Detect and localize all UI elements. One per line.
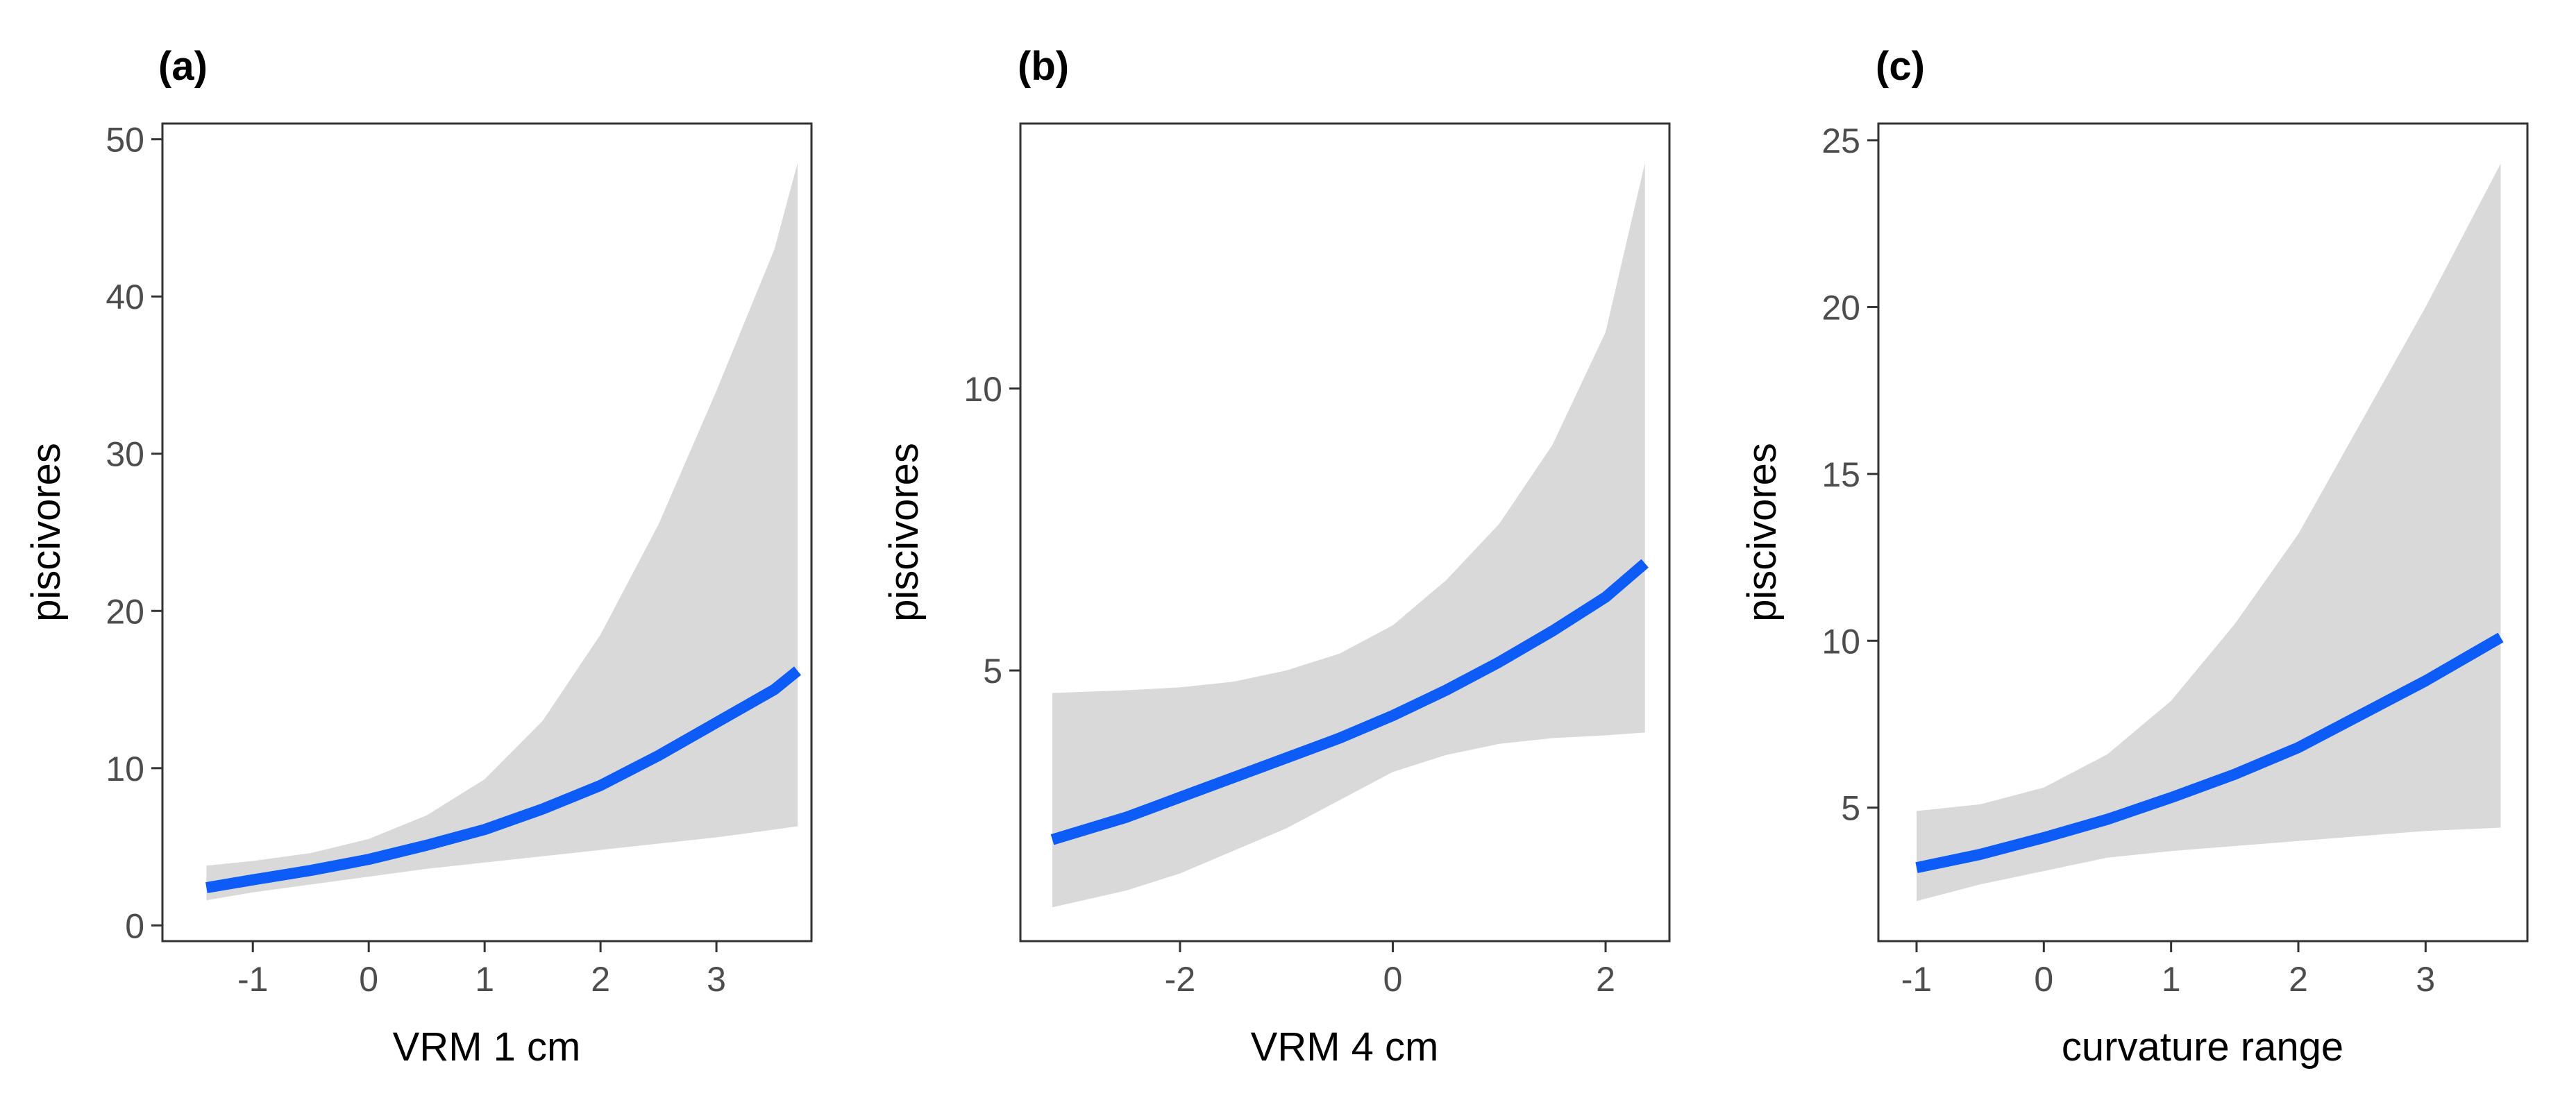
panel-a-confidence-band [206, 162, 798, 901]
panel-c-x-tick-label: 1 [2162, 960, 2181, 999]
panel-b-fit-line [1050, 559, 1649, 845]
panel-a-xlabel: VRM 1 cm [393, 1024, 581, 1070]
panel-a-y-tick-label: 30 [106, 435, 144, 474]
panel-b-ylabel: piscivores [882, 443, 927, 622]
panel-c-plot: -1 0 1 2 3 5 10 15 20 25 [1821, 121, 2504, 999]
panel-a-y-tick-label: 20 [106, 592, 144, 631]
panel-c-y-tick-label: 15 [1821, 455, 1860, 494]
panel-a-y-tick-label: 50 [106, 121, 144, 160]
panel-a-frame [161, 122, 813, 943]
panel-c-fit-line [1915, 632, 2504, 874]
panel-a-ylabel: piscivores [24, 443, 69, 622]
panel-a-y-tick-label: 0 [125, 906, 144, 945]
panel-c-x-tick-label: 3 [2416, 960, 2435, 999]
panel-b-y-tick-label: 5 [983, 652, 1002, 691]
panel-a-x-tick-label: -1 [237, 960, 268, 999]
panel-a-y-tick-label: 10 [106, 750, 144, 788]
panel-b-tag: (b) [1018, 44, 1069, 89]
panel-b-xlabel: VRM 4 cm [1251, 1024, 1439, 1070]
panel-b-plot: -2 0 2 5 10 [963, 162, 1649, 999]
panel-b-confidence-band [1052, 162, 1645, 908]
panel-c-ylabel: piscivores [1740, 443, 1785, 622]
panel-a-tag: (a) [158, 44, 208, 89]
panel-c-y-tick-label: 5 [1841, 789, 1860, 828]
panel-c: (c) -1 0 1 2 3 5 10 15 20 25 curvature range pisc… [1740, 44, 2529, 1070]
panel-c-y-tick-label: 20 [1821, 288, 1860, 327]
panel-b: (b) -2 0 2 5 10 VRM 4 cm piscivores [882, 44, 1671, 1070]
panel-b-y-tick-label: 10 [963, 370, 1002, 409]
panel-b-frame [1019, 122, 1671, 943]
panel-b-x-tick-label: 0 [1383, 960, 1403, 999]
panel-c-y-tick-label: 10 [1821, 622, 1860, 661]
panel-a-fit-line [205, 666, 802, 893]
panel-a-x-tick-label: 3 [707, 960, 726, 999]
panel-c-tag: (c) [1876, 44, 1925, 89]
panel-c-x-tick-label: 2 [2289, 960, 2308, 999]
panel-c-x-tick-label: 0 [2034, 960, 2053, 999]
panel-c-y-tick-label: 25 [1821, 121, 1860, 160]
panel-a-x-tick-label: 1 [475, 960, 494, 999]
panel-a-x-tick-label: 2 [591, 960, 610, 999]
panel-b-x-tick-label: -2 [1165, 960, 1195, 999]
panel-a-y-tick-label: 40 [106, 278, 144, 316]
panel-b-x-tick-label: 2 [1596, 960, 1615, 999]
panel-c-x-tick-label: -1 [1901, 960, 1932, 999]
panel-c-xlabel: curvature range [2062, 1024, 2343, 1070]
panel-c-frame [1877, 122, 2529, 943]
panel-a-x-tick-label: 0 [359, 960, 378, 999]
